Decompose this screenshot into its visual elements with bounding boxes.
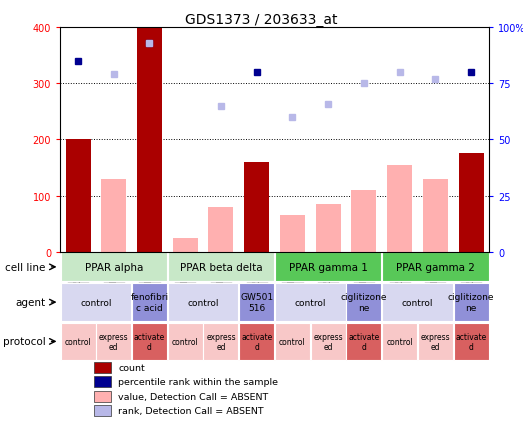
Bar <box>275 323 310 360</box>
Text: cell line: cell line <box>5 262 46 272</box>
Text: value, Detection Call = ABSENT: value, Detection Call = ABSENT <box>118 392 268 401</box>
Bar <box>132 323 167 360</box>
Bar <box>351 191 377 252</box>
Text: activate
d: activate d <box>241 332 272 351</box>
Bar <box>382 283 453 322</box>
Text: PPAR gamma 2: PPAR gamma 2 <box>396 262 475 272</box>
Text: control: control <box>294 298 326 307</box>
Bar <box>168 283 238 322</box>
Text: PPAR alpha: PPAR alpha <box>85 262 143 272</box>
Bar <box>275 253 381 282</box>
Text: ciglitizone
ne: ciglitizone ne <box>340 293 387 312</box>
Bar <box>387 165 412 252</box>
Text: control: control <box>386 337 413 346</box>
Bar <box>173 238 198 252</box>
Bar <box>453 323 488 360</box>
Bar <box>459 154 484 252</box>
Text: activate
d: activate d <box>456 332 487 351</box>
Bar <box>168 253 274 282</box>
Text: control: control <box>187 298 219 307</box>
Bar <box>280 216 305 252</box>
Bar <box>275 283 346 322</box>
Bar <box>95 376 111 388</box>
Text: activate
d: activate d <box>348 332 380 351</box>
Bar <box>418 323 453 360</box>
Text: PPAR gamma 1: PPAR gamma 1 <box>289 262 368 272</box>
Bar <box>95 405 111 416</box>
Text: GDS1373 / 203633_at: GDS1373 / 203633_at <box>185 13 338 27</box>
Bar <box>95 362 111 373</box>
Bar <box>61 323 96 360</box>
Bar <box>239 323 274 360</box>
Bar <box>95 391 111 402</box>
Text: PPAR beta delta: PPAR beta delta <box>180 262 262 272</box>
Text: control: control <box>172 337 199 346</box>
Bar <box>316 204 340 252</box>
Bar <box>101 179 126 252</box>
Bar <box>453 283 488 322</box>
Bar <box>244 162 269 252</box>
Bar <box>239 283 274 322</box>
Text: protocol: protocol <box>3 337 46 347</box>
Bar <box>209 207 233 252</box>
Text: GW501
516: GW501 516 <box>240 293 274 312</box>
Text: count: count <box>118 363 145 372</box>
Bar <box>382 253 488 282</box>
Bar <box>61 253 167 282</box>
Text: rank, Detection Call = ABSENT: rank, Detection Call = ABSENT <box>118 406 264 415</box>
Bar <box>132 283 167 322</box>
Text: fenofibri
c acid: fenofibri c acid <box>130 293 168 312</box>
Text: control: control <box>279 337 306 346</box>
Bar <box>382 323 417 360</box>
Bar <box>311 323 346 360</box>
Text: percentile rank within the sample: percentile rank within the sample <box>118 378 278 387</box>
Text: express
ed: express ed <box>99 332 129 351</box>
Text: express
ed: express ed <box>420 332 450 351</box>
Bar <box>203 323 238 360</box>
Text: agent: agent <box>16 297 46 307</box>
Text: control: control <box>65 337 92 346</box>
Text: express
ed: express ed <box>206 332 236 351</box>
Bar <box>65 140 90 252</box>
Bar <box>168 323 203 360</box>
Bar <box>96 323 131 360</box>
Bar <box>346 283 381 322</box>
Text: activate
d: activate d <box>134 332 165 351</box>
Bar <box>137 28 162 252</box>
Text: express
ed: express ed <box>313 332 343 351</box>
Text: control: control <box>80 298 111 307</box>
Text: control: control <box>402 298 433 307</box>
Bar <box>61 283 131 322</box>
Bar <box>423 179 448 252</box>
Bar <box>346 323 381 360</box>
Text: ciglitizone
ne: ciglitizone ne <box>448 293 494 312</box>
